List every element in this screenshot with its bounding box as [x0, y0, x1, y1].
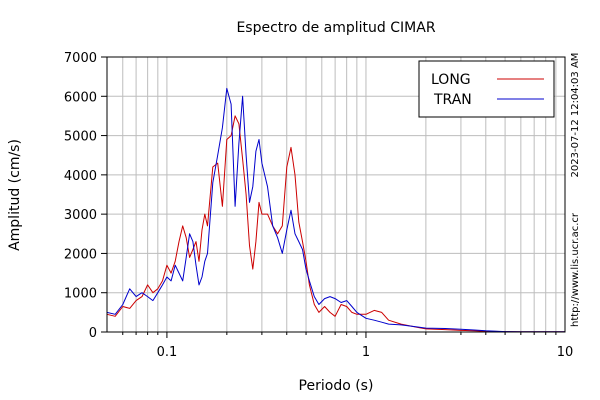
timestamp-label: 2023-07-12 12:04:03 AM [570, 53, 581, 178]
y-tick-label: 5000 [64, 130, 97, 145]
y-tick-label: 3000 [64, 208, 97, 223]
grid-lines [107, 57, 565, 332]
legend-box [418, 60, 555, 118]
x-tick-label: 0.1 [157, 345, 178, 360]
legend: LONG TRAN [418, 60, 555, 118]
series-line-long [106, 115, 565, 333]
source-url-label: http://www.lis.ucr.ac.cr [570, 212, 581, 327]
y-tick-label: 6000 [64, 90, 97, 105]
series-line-tran [106, 87, 565, 333]
y-tick-label: 2000 [64, 247, 97, 262]
legend-label-tran: TRAN [433, 92, 472, 108]
x-tick-label: 10 [557, 345, 574, 360]
x-tick-label: 1 [362, 345, 370, 360]
y-tick-label: 7000 [64, 51, 97, 66]
y-tick-label: 4000 [64, 169, 97, 184]
axis-ticks: 0.1 1 10 0 1000 2000 3000 4000 5000 6000 7000 [64, 51, 573, 360]
chart-title: Espectro de amplitud CIMAR [236, 20, 435, 36]
y-axis-label: Amplitud (cm/s) [7, 139, 23, 251]
series-lines [106, 87, 565, 333]
x-axis-label: Periodo (s) [299, 378, 374, 394]
legend-label-long: LONG [431, 72, 471, 88]
plot-area-frame [106, 56, 566, 333]
y-tick-label: 0 [89, 326, 97, 341]
y-tick-label: 1000 [64, 287, 97, 302]
